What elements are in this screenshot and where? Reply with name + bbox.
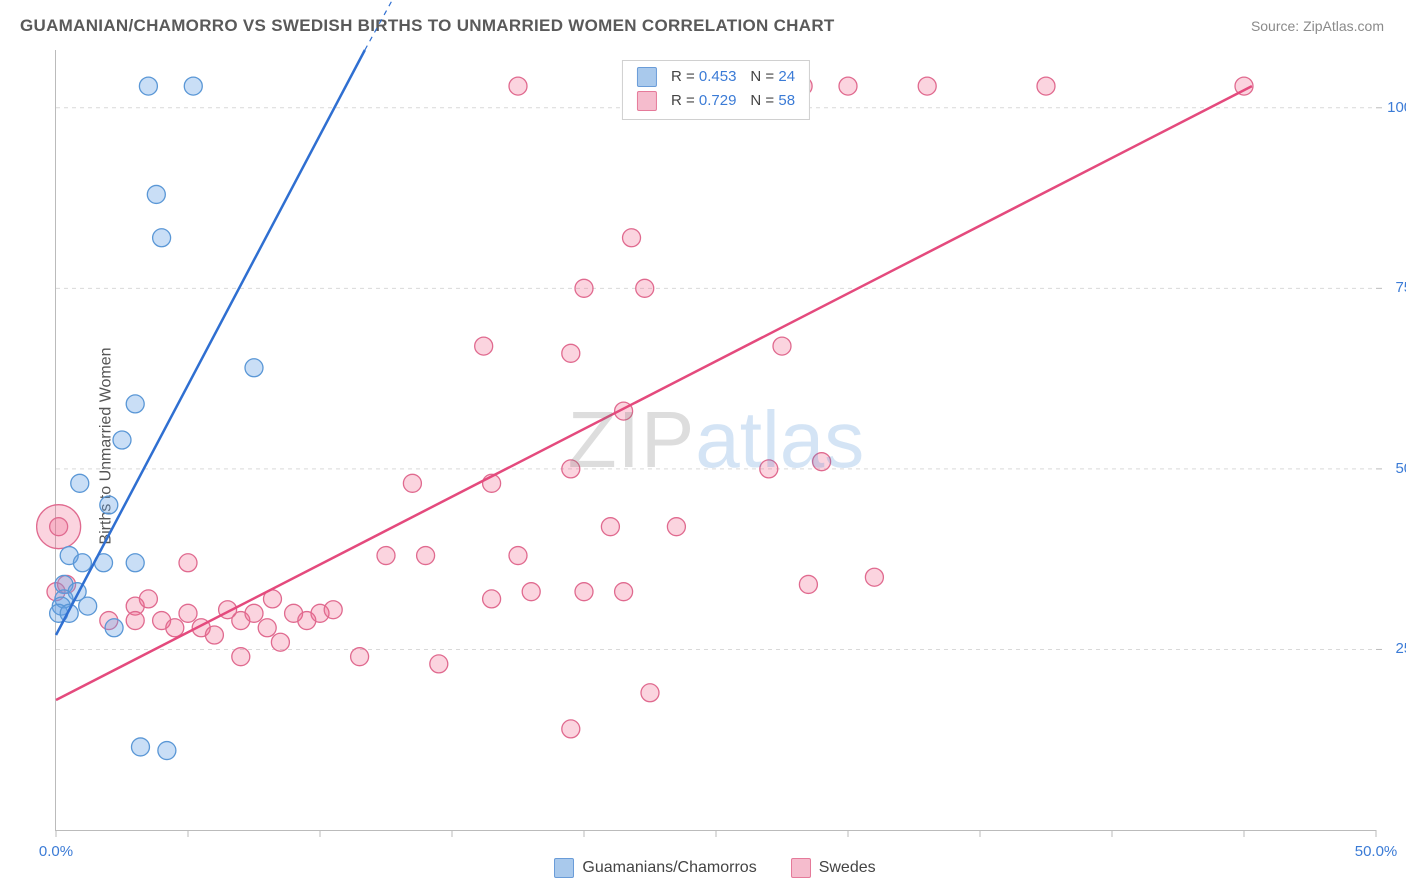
legend-row-swedes: R = 0.729 N = 58 [637,89,795,113]
source-attribution: Source: ZipAtlas.com [1251,18,1384,34]
legend-series: Guamanians/Chamorros Swedes [55,858,1375,878]
legend-item-guam: Guamanians/Chamorros [554,858,756,878]
legend-label-guam: Guamanians/Chamorros [582,859,756,877]
swatch-swedes [637,91,657,111]
swatch-guam [637,67,657,87]
swatch-guam-bottom [554,858,574,878]
r-label: R = [671,68,695,85]
correlation-chart: GUAMANIAN/CHAMORRO VS SWEDISH BIRTHS TO … [0,0,1406,892]
r-label: R = [671,92,695,109]
legend-row-guam: R = 0.453 N = 24 [637,65,795,89]
y-tick-label: 75.0% [1395,279,1406,296]
r-value-guam: 0.453 [699,68,737,85]
n-value-guam: 24 [778,68,795,85]
legend-item-swedes: Swedes [791,858,876,878]
legend-label-swedes: Swedes [819,859,876,877]
plot-area: R = 0.453 N = 24 R = 0.729 N = 58 ZIPatl… [55,50,1376,831]
n-value-swedes: 58 [778,92,795,109]
swatch-swedes-bottom [791,858,811,878]
r-value-swedes: 0.729 [699,92,737,109]
legend-stats: R = 0.453 N = 24 R = 0.729 N = 58 [622,60,810,120]
n-label: N = [750,92,774,109]
y-tick-label: 25.0% [1395,640,1406,657]
plot-svg [56,50,1376,830]
n-label: N = [750,68,774,85]
y-tick-label: 100.0% [1387,99,1406,116]
y-tick-label: 50.0% [1395,460,1406,477]
chart-title: GUAMANIAN/CHAMORRO VS SWEDISH BIRTHS TO … [20,16,835,36]
